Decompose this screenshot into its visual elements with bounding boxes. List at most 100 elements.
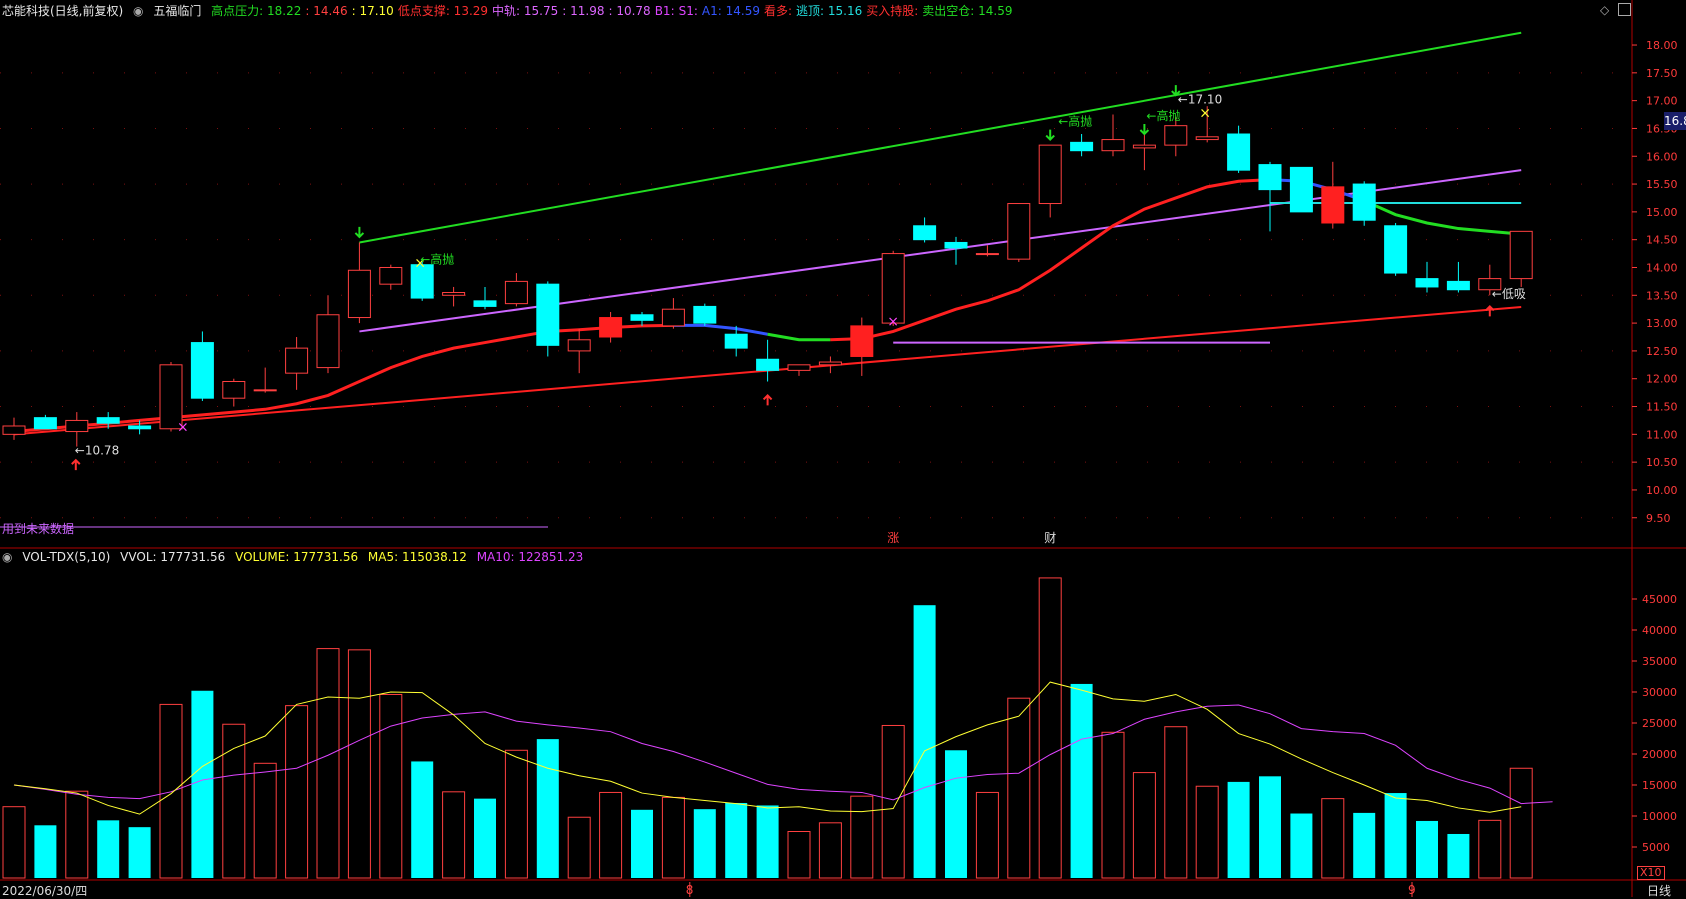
candle-body [1352, 183, 1376, 221]
volume-bar [65, 790, 89, 879]
volume-bar [818, 822, 842, 879]
ma10-value: MA10: 122851.23 [476, 550, 584, 564]
volume-bar [1227, 781, 1250, 878]
sell-arrow-icon [1171, 85, 1181, 97]
volume-bar [1509, 767, 1533, 879]
volume-bar [474, 798, 496, 878]
candle-body [128, 425, 152, 430]
cross-mark-icon: × [887, 314, 899, 330]
indicator-item-4: 中轨: 15.75 [492, 4, 559, 18]
ma-curve [767, 332, 831, 342]
indicator-toggle-icon[interactable]: ◉ [133, 4, 144, 18]
indicator-item-2: : 17.10 [351, 4, 394, 18]
ma-curve [1363, 199, 1522, 236]
candle-body [410, 264, 434, 299]
volume-bar [756, 805, 779, 878]
candle-body [693, 305, 717, 324]
volume-bar [945, 750, 967, 878]
vvol-value: VVOL: 177731.56 [120, 550, 226, 564]
volume-bar [725, 802, 748, 878]
candle-body [222, 380, 246, 399]
ma-curve [830, 178, 1271, 342]
volume-bar [1132, 772, 1156, 879]
date-label: 2022/06/30/四 [2, 884, 88, 898]
candle-body [285, 347, 309, 374]
volume-bar [285, 705, 309, 879]
candle-body [567, 339, 591, 352]
volume-bar [1290, 813, 1313, 878]
volume-value: VOLUME: 177731.56 [235, 550, 359, 564]
volume-bar [693, 809, 716, 878]
candle-body [1132, 144, 1156, 149]
volume-bar [347, 649, 371, 879]
volume-bar [316, 648, 340, 879]
candle-body [316, 314, 340, 369]
indicator-item-12: 买入持股: [866, 4, 919, 18]
candle-body [1070, 141, 1094, 152]
volume-bar [1038, 577, 1062, 879]
month-label: 9 [1408, 883, 1416, 897]
price-axis-label: 12.50 [1646, 345, 1678, 358]
price-axis-label: 14.00 [1646, 261, 1678, 274]
volume-bar [787, 831, 811, 879]
candle-body [1321, 186, 1345, 224]
volume-bar [631, 809, 653, 878]
volume-axis-label: 5000 [1642, 841, 1670, 854]
candle-body [975, 253, 999, 256]
indicator-item-10: 看多: [763, 4, 793, 18]
volume-axis-label: 45000 [1642, 593, 1677, 606]
candle-body [190, 342, 214, 399]
volume-bar [1195, 785, 1219, 879]
candle-body [1446, 280, 1470, 291]
volume-axis-label: 30000 [1642, 686, 1677, 699]
volume-axis-label: 35000 [1642, 655, 1677, 668]
price-axis-label: 17.50 [1646, 67, 1678, 80]
price-axis-label: 11.50 [1646, 401, 1678, 414]
volume-ma5-line [13, 681, 1522, 815]
volume-axis-label: 40000 [1642, 624, 1677, 637]
volume-indicator-name[interactable]: VOL-TDX(5,10) [22, 550, 111, 564]
month-label: 8 [686, 883, 694, 897]
candle-body [65, 419, 89, 433]
indicator-values: 高点压力: 18.22: 14.46: 17.10 低点支撑: 13.29 中轨: … [211, 4, 1016, 18]
sell-arrow-icon [1139, 124, 1150, 136]
trend-line [359, 31, 1522, 244]
indicator-name[interactable]: 五福临门 [153, 4, 202, 18]
candle-body [1415, 278, 1439, 288]
volume-bar [1259, 776, 1281, 878]
high-sell-label: ←高抛 [1146, 108, 1180, 123]
candle-body [661, 308, 685, 327]
candle-body [1289, 166, 1313, 213]
volume-toggle-icon[interactable]: ◉ [2, 550, 13, 564]
candle-body [1227, 133, 1251, 171]
volume-bar [159, 703, 183, 879]
price-axis-label: 13.00 [1646, 317, 1678, 330]
volume-bar [411, 761, 434, 878]
ma5-value: MA5: 115038.12 [367, 550, 467, 564]
period-label[interactable]: 日线 [1647, 884, 1672, 898]
candle-body [33, 417, 57, 430]
price-chart-header: 芯能科技(日线,前复权) ◉ 五福临门 高点压力: 18.22: 14.46: … [2, 2, 1023, 19]
candle-body [536, 283, 560, 346]
x10-scale-label: X10 [1637, 866, 1665, 880]
window-restore-icon[interactable] [1618, 3, 1631, 16]
candle-body [630, 314, 654, 321]
event-marker-cai: 财 [1044, 531, 1056, 545]
candle-body [96, 417, 120, 424]
candle-body [944, 241, 968, 249]
price-axis-label: 18.00 [1646, 39, 1678, 52]
volume-bar [567, 816, 591, 879]
price-axis-label: 11.00 [1646, 428, 1678, 441]
volume-bar [1321, 798, 1345, 879]
stock-title[interactable]: 芯能科技(日线,前复权) [2, 4, 124, 18]
volume-bar [1353, 812, 1376, 878]
volume-bar [1384, 793, 1407, 878]
diamond-icon[interactable]: ◇ [1600, 3, 1610, 17]
ma-curve [673, 323, 768, 336]
cross-mark-icon: × [1199, 105, 1211, 121]
volume-axis-label: 15000 [1642, 779, 1677, 792]
volume-bar [975, 791, 999, 879]
low-buy-label: ←低吸 [1492, 287, 1526, 301]
